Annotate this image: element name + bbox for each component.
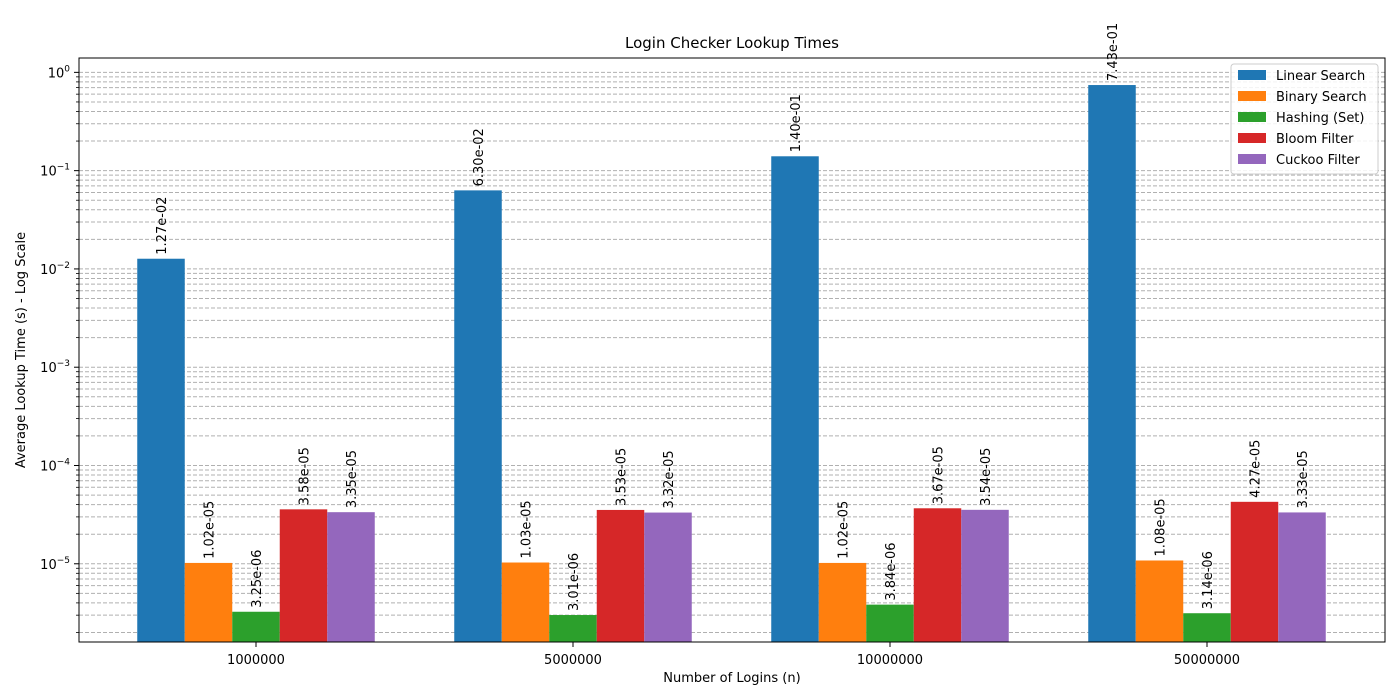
y-tick-label: 10−1 — [40, 163, 70, 180]
x-axis-label: Number of Logins (n) — [663, 671, 800, 686]
legend-label: Linear Search — [1276, 69, 1365, 84]
bar-value-label: 3.84e-06 — [884, 542, 899, 600]
bar — [232, 611, 280, 642]
legend-label: Hashing (Set) — [1276, 111, 1364, 126]
legend-swatch — [1238, 91, 1266, 101]
y-tick-label: 10−4 — [40, 457, 70, 474]
bar-value-label: 3.01e-06 — [567, 553, 582, 611]
bar-value-label: 3.14e-06 — [1201, 551, 1216, 609]
chart-title: Login Checker Lookup Times — [625, 34, 839, 52]
bar — [327, 512, 375, 642]
legend-swatch — [1238, 133, 1266, 143]
y-tick-label: 100 — [48, 64, 71, 81]
bar — [1183, 613, 1231, 642]
bar-value-labels: 1.27e-02 6.30e-02 1.40e-01 7.43e-01 1.02e-05… — [155, 23, 1311, 611]
bar-value-label: 1.02e-05 — [203, 501, 218, 559]
legend-swatch — [1238, 154, 1266, 164]
bar — [1230, 501, 1279, 642]
y-tick-label: 10−2 — [40, 261, 70, 278]
x-axis-ticks: 1000000 5000000 10000000 50000000 — [227, 642, 1240, 668]
bar — [137, 258, 185, 642]
legend-label: Cuckoo Filter — [1276, 153, 1360, 168]
x-tick-label: 1000000 — [227, 653, 285, 668]
bar-value-label: 3.58e-05 — [298, 447, 313, 505]
bar-value-label: 1.02e-05 — [837, 501, 852, 559]
bar-value-label: 1.27e-02 — [155, 197, 170, 255]
bar — [771, 156, 819, 643]
legend-swatch — [1238, 112, 1266, 122]
bar — [549, 615, 597, 642]
bar — [866, 604, 914, 642]
legend-label: Bloom Filter — [1276, 132, 1354, 147]
bar-value-label: 3.25e-06 — [250, 550, 265, 608]
y-axis-label: Average Lookup Time (s) - Log Scale — [14, 232, 29, 468]
y-axis-ticks: 10−5 10−4 10−3 10−2 10−1 100 — [40, 64, 79, 633]
bar — [818, 562, 867, 642]
legend: Linear Search Binary Search Hashing (Set) B… — [1230, 63, 1379, 175]
bar-value-label: 7.43e-01 — [1106, 23, 1121, 81]
bar-value-label: 4.27e-05 — [1249, 440, 1264, 498]
bar — [913, 508, 962, 642]
bar-value-label: 1.03e-05 — [520, 500, 535, 558]
legend-label: Binary Search — [1276, 90, 1367, 105]
bar-value-label: 6.30e-02 — [472, 128, 487, 186]
bar — [961, 509, 1009, 642]
bar-value-label: 3.53e-05 — [615, 448, 630, 506]
y-tick-label: 10−5 — [40, 556, 70, 573]
bar-value-label: 3.67e-05 — [932, 446, 947, 504]
bar-value-label: 1.40e-01 — [789, 94, 804, 152]
x-tick-label: 50000000 — [1174, 653, 1240, 668]
x-tick-label: 5000000 — [544, 653, 602, 668]
bar — [1135, 560, 1184, 642]
legend-swatch — [1238, 70, 1266, 80]
y-tick-label: 10−3 — [40, 359, 70, 376]
bar — [501, 562, 550, 642]
plot-frame — [78, 57, 1386, 643]
bar — [279, 509, 328, 642]
bar — [454, 190, 502, 642]
bar — [644, 512, 692, 642]
bar — [184, 562, 233, 642]
x-tick-label: 10000000 — [857, 653, 923, 668]
bar — [1278, 512, 1326, 642]
bar-value-label: 1.08e-05 — [1154, 498, 1169, 556]
bar — [1088, 85, 1136, 643]
bars — [137, 85, 1326, 643]
legend-box — [1230, 63, 1379, 175]
bar-value-label: 3.35e-05 — [345, 450, 360, 508]
bar-value-label: 3.33e-05 — [1296, 450, 1311, 508]
bar — [596, 509, 645, 642]
bar-value-label: 3.54e-05 — [979, 448, 994, 506]
bar-value-label: 3.32e-05 — [662, 450, 677, 508]
